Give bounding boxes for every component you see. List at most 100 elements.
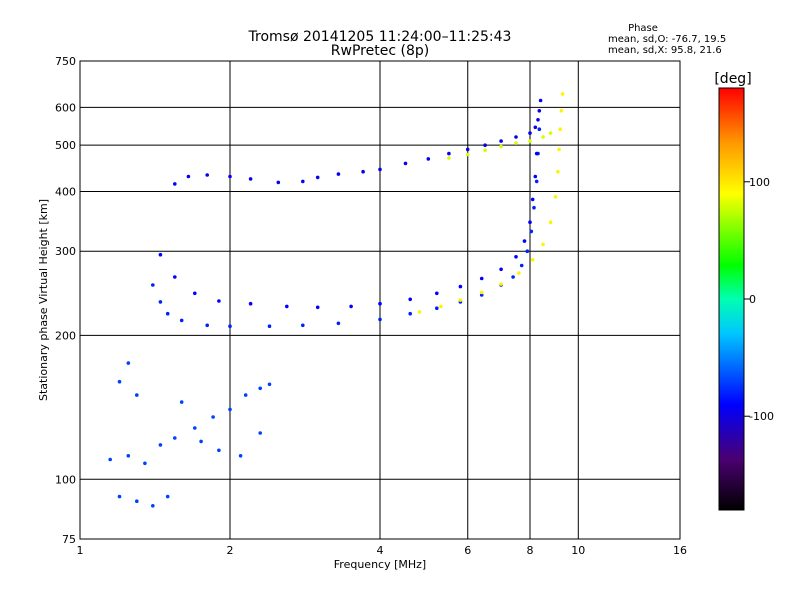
- y-tick-label: 100: [55, 473, 76, 486]
- data-point: [173, 436, 177, 440]
- data-point: [117, 379, 122, 384]
- data-point: [248, 301, 253, 306]
- data-point: [536, 118, 540, 122]
- data-point: [548, 220, 553, 224]
- x-axis-ticks: 1 2 4 6 8 10 16: [77, 544, 688, 557]
- data-point: [533, 174, 538, 179]
- data-point: [173, 182, 177, 186]
- x-tick-label: 8: [527, 544, 534, 557]
- data-point: [315, 175, 320, 180]
- data-point: [336, 321, 341, 326]
- data-point: [193, 426, 197, 430]
- data-point: [193, 291, 197, 296]
- data-point: [228, 174, 232, 179]
- data-point: [528, 139, 532, 143]
- data-point: [165, 311, 170, 316]
- data-point: [541, 135, 545, 139]
- data-point: [205, 173, 209, 177]
- data-point: [426, 157, 431, 161]
- data-point: [378, 317, 382, 322]
- data-point: [435, 291, 439, 296]
- data-point: [276, 180, 281, 185]
- x-tick-label: 6: [464, 544, 471, 557]
- data-point: [135, 499, 139, 504]
- data-point: [349, 304, 353, 309]
- data-point: [301, 323, 305, 328]
- data-point: [517, 271, 521, 275]
- data-point: [408, 297, 413, 302]
- data-point: [458, 284, 463, 289]
- data-point: [217, 299, 221, 303]
- data-point: [541, 242, 545, 247]
- data-point: [479, 293, 484, 297]
- data-point: [537, 127, 542, 131]
- data-point: [559, 109, 564, 113]
- data-point: [560, 92, 565, 96]
- data-point: [483, 143, 487, 147]
- data-point: [258, 386, 263, 391]
- y-tick-label: 75: [62, 533, 76, 546]
- data-point: [534, 179, 539, 184]
- data-point: [143, 461, 147, 466]
- data-point: [556, 169, 560, 174]
- data-point: [530, 257, 535, 262]
- data-point: [528, 131, 532, 135]
- data-point: [248, 177, 253, 181]
- data-point: [165, 494, 170, 499]
- x-tick-label: 4: [377, 544, 384, 557]
- stats-x-line: mean, sd,X: 95.8, 21.6: [608, 45, 722, 56]
- data-point: [179, 400, 184, 404]
- data-point: [499, 282, 503, 286]
- data-point: [458, 298, 463, 302]
- data-point: [158, 300, 163, 304]
- colorbar-tick-label: 0: [749, 293, 756, 306]
- data-point: [439, 304, 443, 309]
- chart-title: Tromsø 20141205 11:24:00–11:25:43: [248, 29, 512, 45]
- data-point: [173, 275, 177, 279]
- colorbar-unit: [deg]: [714, 71, 751, 87]
- data-point: [186, 174, 191, 179]
- data-point: [525, 249, 530, 253]
- data-point: [519, 263, 524, 268]
- data-point: [514, 135, 518, 139]
- y-tick-label: 200: [55, 329, 76, 342]
- data-point: [378, 167, 382, 172]
- colorbar-tick-label: 100: [749, 176, 770, 189]
- data-point: [532, 205, 536, 210]
- chart-subtitle: RwPretec (8p): [331, 43, 429, 59]
- colorbar-tick-label: -100: [749, 410, 774, 423]
- data-point: [267, 324, 272, 329]
- x-axis-label: Frequency [MHz]: [334, 558, 426, 571]
- stats-heading: Phase: [628, 23, 658, 34]
- data-point: [553, 195, 558, 199]
- data-point: [499, 144, 503, 149]
- data-point: [403, 161, 408, 166]
- data-point: [557, 147, 561, 152]
- data-point: [435, 306, 439, 311]
- data-point: [483, 148, 487, 152]
- data-point: [243, 393, 248, 397]
- x-tick-label: 2: [227, 544, 234, 557]
- y-tick-label: 600: [55, 101, 76, 114]
- y-tick-label: 400: [55, 185, 76, 198]
- data-point: [258, 431, 263, 435]
- data-point: [417, 310, 422, 314]
- data-point: [158, 443, 163, 447]
- data-point: [151, 283, 155, 287]
- data-point: [465, 152, 470, 157]
- data-point: [205, 323, 209, 328]
- y-tick-label: 300: [55, 245, 76, 258]
- data-point: [537, 109, 542, 113]
- stats-o-line: mean, sd,O: -76.7, 19.5: [608, 34, 726, 45]
- data-point: [267, 382, 272, 387]
- grid-lines: [80, 61, 680, 539]
- data-point: [528, 220, 532, 224]
- data-point: [447, 151, 451, 156]
- data-point: [217, 448, 221, 453]
- data-point: [558, 127, 562, 131]
- data-point: [408, 311, 413, 316]
- data-point: [228, 324, 232, 329]
- data-points: [108, 92, 565, 508]
- data-point: [158, 252, 163, 257]
